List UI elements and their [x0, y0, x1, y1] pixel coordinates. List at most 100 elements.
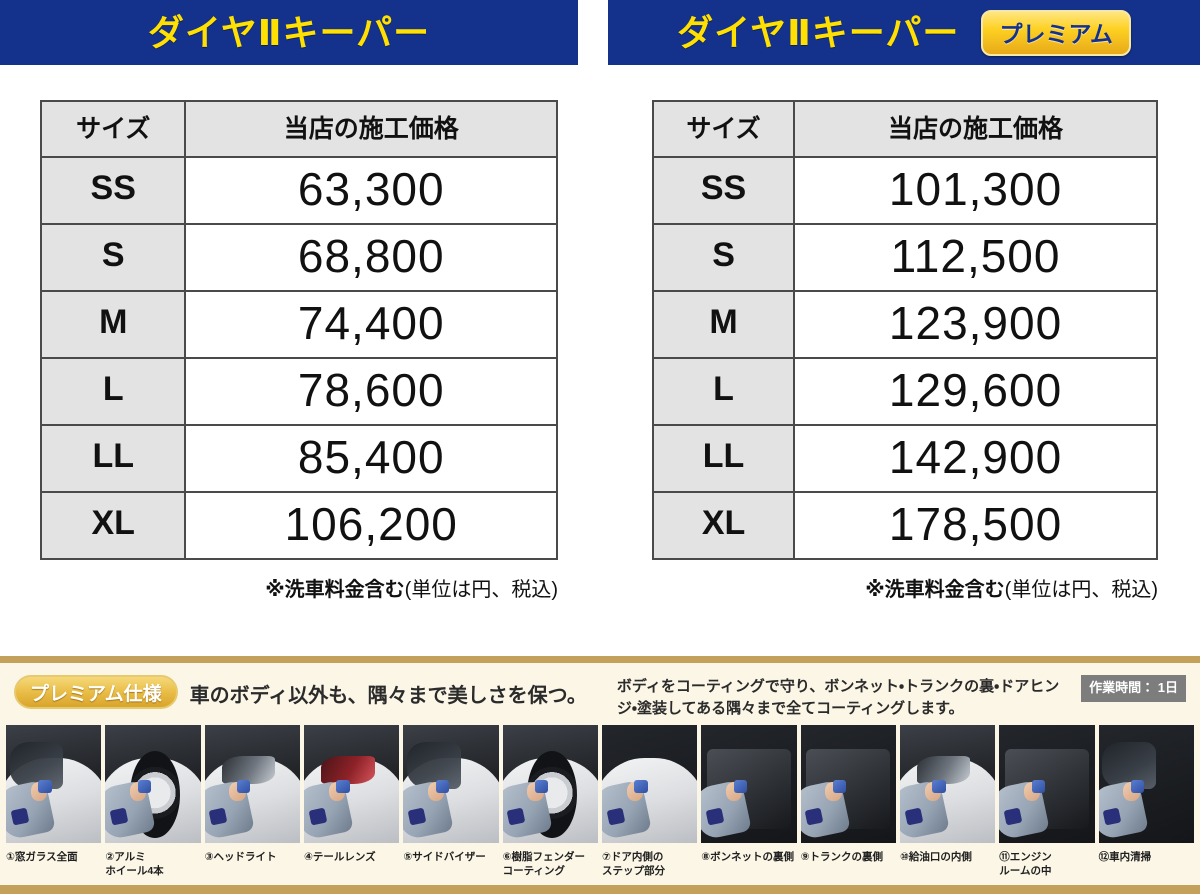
note-sub: (単位は円、税込): [404, 579, 558, 601]
cell-price: 142,900: [793, 424, 1158, 493]
applicator-pad-shape: [137, 780, 152, 794]
cell-price: 123,900: [793, 290, 1158, 359]
photo-caption: ⑧ボンネットの裏側: [701, 851, 794, 863]
table-row: S 68,800: [39, 223, 558, 292]
table-header-row: サイズ 当店の施工価格: [39, 100, 558, 158]
cell-size: S: [651, 223, 796, 292]
applicator-pad-shape: [733, 780, 748, 794]
applicator-pad-shape: [932, 780, 946, 794]
table-row: LL 85,400: [39, 424, 558, 493]
banner-top-row: プレミアム仕様 車のボディ以外も、隅々まで美しさを保つ。 ボディをコーティングで…: [0, 663, 1200, 725]
applicator-pad-shape: [634, 780, 648, 794]
fuel-door-shape: [917, 755, 971, 784]
cell-size: M: [39, 290, 187, 359]
cell-size: XL: [39, 491, 187, 560]
premium-plan-header: ダイヤⅡキーパー プレミアム: [608, 0, 1200, 65]
applicator-pad-shape: [535, 780, 549, 794]
premium-badge: プレミアム: [981, 9, 1131, 56]
photo-thumbnail-fuel-door: [899, 725, 996, 843]
cell-price: 178,500: [793, 491, 1158, 560]
cell-size: M: [651, 290, 796, 359]
photo-thumbnail-window-glass: [6, 725, 102, 843]
photo-thumbnail-headlight: [204, 725, 300, 843]
cell-size: SS: [39, 156, 187, 225]
table-header-row: サイズ 当店の施工価格: [651, 100, 1158, 158]
applicator-pad-shape: [833, 780, 847, 794]
cell-size: L: [39, 357, 187, 426]
premium-table-body: SS 101,300 S 112,500 M 123,900 L 129,600…: [651, 156, 1158, 560]
cell-price: 129,600: [793, 357, 1158, 426]
applicator-pad-shape: [435, 780, 450, 794]
table-row: XL 106,200: [39, 491, 558, 560]
photo-caption: ⑦ドア内側の ステップ部分: [601, 851, 665, 878]
column-header-price: 当店の施工価格: [793, 100, 1158, 158]
premium-spec-tagline: 車のボディ以外も、隅々まで美しさを保つ。: [189, 685, 587, 707]
column-header-size: サイズ: [651, 100, 796, 158]
premium-spec-badge: プレミアム仕様: [14, 675, 178, 709]
applicator-pad-shape: [38, 780, 52, 794]
photo-caption: ②アルミ ホイール4本: [105, 851, 164, 878]
photo-thumbnail-engine-room: [999, 725, 1095, 843]
cell-price: 101,300: [793, 156, 1158, 225]
photo-caption: ⑥樹脂フェンダー コーティング: [502, 851, 586, 878]
photo-caption: ⑤サイドバイザー: [403, 851, 486, 863]
applicator-pad-shape: [1031, 780, 1046, 794]
standard-table-body: SS 63,300 S 68,800 M 74,400 L 78,600 LL: [39, 156, 558, 560]
photo-caption: ①窓ガラス全面: [6, 851, 78, 863]
standard-plan-title: ダイヤⅡキーパー: [147, 11, 431, 53]
column-header-price: 当店の施工価格: [184, 100, 558, 158]
cell-price: 85,400: [184, 424, 558, 493]
table-row: XL 178,500: [651, 491, 1158, 560]
table-row: SS 101,300: [651, 156, 1158, 225]
applicator-pad-shape: [336, 780, 350, 794]
photo-caption-row: ①窓ガラス全面 ②アルミ ホイール4本 ③ヘッドライト ④テールレンズ ⑤サイド…: [0, 845, 1200, 878]
cell-size: SS: [651, 156, 796, 225]
applicator-pad-shape: [1131, 780, 1145, 794]
photo-strip: [0, 725, 1200, 845]
cell-size: S: [39, 223, 187, 292]
premium-price-table: サイズ 当店の施工価格 SS 101,300 S 112,500 M 123,9…: [651, 100, 1158, 560]
column-header-size: サイズ: [39, 100, 187, 158]
premium-table-head: サイズ 当店の施工価格: [651, 100, 1158, 158]
photo-thumbnail-interior-cleaning: [1098, 725, 1194, 843]
photo-caption: ⑩給油口の内側: [899, 851, 972, 863]
photo-caption: ④テールレンズ: [303, 851, 376, 863]
cell-price: 68,800: [184, 223, 558, 292]
cell-size: LL: [39, 424, 187, 493]
premium-price-table-wrap: サイズ 当店の施工価格 SS 101,300 S 112,500 M 123,9…: [651, 100, 1158, 560]
photo-thumbnail-taillight: [303, 725, 400, 843]
photo-thumbnail-door-step: [601, 725, 698, 843]
cell-price: 106,200: [184, 491, 558, 560]
photo-thumbnail-alloy-wheel: [105, 725, 201, 843]
photo-thumbnail-side-visor: [403, 725, 499, 843]
note-sub: (単位は円、税込): [1004, 579, 1158, 601]
cell-size: LL: [651, 424, 796, 493]
photo-thumbnail-trunk-underside: [800, 725, 896, 843]
premium-plan-title: ダイヤⅡキーパー: [677, 11, 960, 53]
premium-spec-description: ボディをコーティングで守り、ボンネット・トランクの裏・ドアヒンジ・塗装してある隅…: [616, 678, 1060, 717]
photo-thumbnail-resin-fender: [502, 725, 598, 843]
cell-price: 63,300: [184, 156, 558, 225]
premium-price-note: ※洗車料金含む(単位は円、税込): [652, 573, 1158, 602]
table-row: M 74,400: [39, 290, 558, 359]
cell-size: XL: [651, 491, 796, 560]
car-window-shape: [9, 741, 64, 789]
side-visor-shape: [407, 741, 461, 789]
cell-price: 78,600: [184, 357, 558, 426]
table-row: S 112,500: [651, 223, 1158, 292]
standard-plan-header: ダイヤⅡキーパー: [0, 0, 578, 65]
table-row: M 123,900: [651, 290, 1158, 359]
photo-caption: ③ヘッドライト: [204, 851, 277, 863]
work-time-box: 作業時間： 1日: [1081, 675, 1186, 702]
photo-thumbnail-bonnet-underside: [701, 725, 797, 843]
cell-size: L: [651, 357, 796, 426]
table-row: LL 142,900: [651, 424, 1158, 493]
photo-caption: ⑪エンジン ルームの中: [999, 851, 1052, 878]
photo-caption: ⑨トランクの裏側: [800, 851, 884, 863]
premium-spec-banner: プレミアム仕様 車のボディ以外も、隅々まで美しさを保つ。 ボディをコーティングで…: [0, 656, 1200, 894]
standard-price-table: サイズ 当店の施工価格 SS 63,300 S 68,800 M 74,400: [39, 100, 558, 560]
note-bold: ※洗車料金含む: [865, 579, 1005, 601]
applicator-pad-shape: [237, 780, 251, 794]
table-row: SS 63,300: [39, 156, 558, 225]
